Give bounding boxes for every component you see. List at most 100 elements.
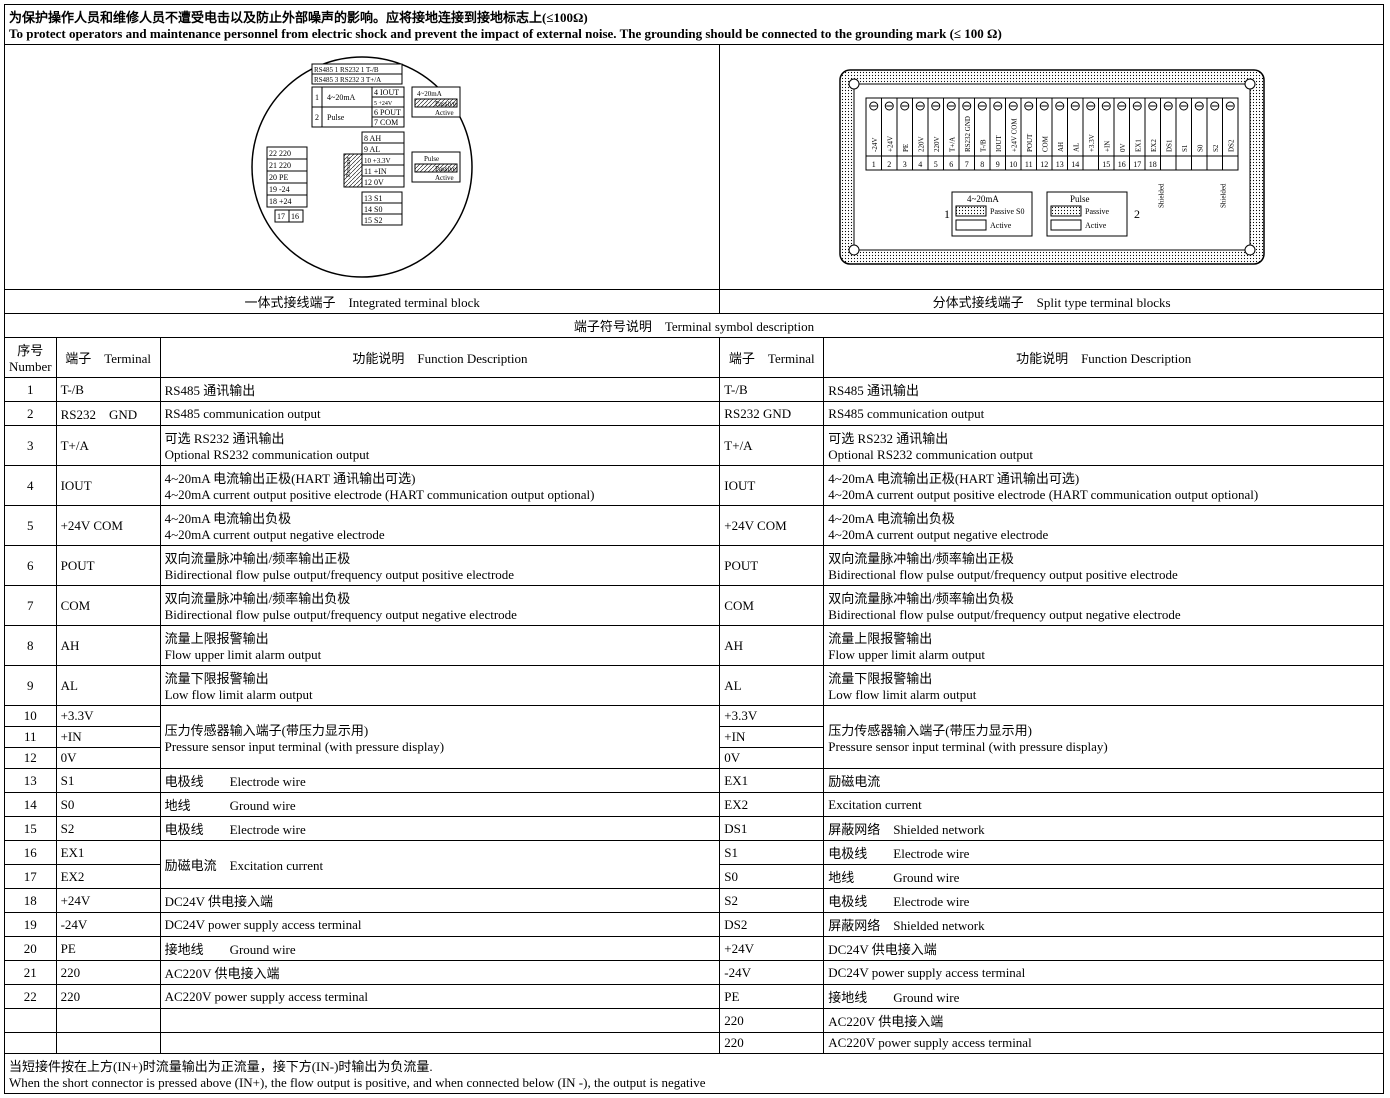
cell-term-r: 0V: [720, 748, 824, 769]
svg-text:21 220: 21 220: [269, 161, 291, 170]
cell-term-l: IOUT: [56, 466, 160, 506]
cell-term-r: T-/B: [720, 378, 824, 402]
cell-desc-l: [160, 1009, 720, 1033]
cell-term-l: 220: [56, 961, 160, 985]
svg-text:4~20mA: 4~20mA: [417, 90, 442, 98]
cell-term-l: EX1: [56, 841, 160, 865]
svg-text:2: 2: [315, 113, 319, 122]
cell-term-l: AL: [56, 666, 160, 706]
caption-right: 分体式接线端子 Split type terminal blocks: [720, 290, 1384, 314]
cell-term-l: 0V: [56, 748, 160, 769]
svg-text:7: 7: [964, 160, 968, 169]
svg-text:11: 11: [1025, 160, 1033, 169]
cell-desc-r: 双向流量脉冲输出/频率输出正极Bidirectional flow pulse …: [824, 546, 1384, 586]
svg-text:220V: 220V: [917, 136, 925, 152]
cell-term-r: +IN: [720, 727, 824, 748]
cell-term-l: +24V COM: [56, 506, 160, 546]
table-row: 10+3.3V压力传感器输入端子(带压力显示用)Pressure sensor …: [5, 706, 1384, 727]
svg-text:COM: COM: [1041, 135, 1049, 152]
svg-text:17: 17: [277, 212, 285, 221]
cell-num: 14: [5, 793, 57, 817]
cell-desc-l: 地线 Ground wire: [160, 793, 720, 817]
diagram-right-cell: -24V1+24V2PE3220V4220V5T+/A6RS232 GND7T-…: [720, 45, 1384, 290]
svg-text:14 S0: 14 S0: [364, 205, 382, 214]
table-row: 4IOUT 4~20mA 电流输出正极(HART 通讯输出可选)4~20mA cu…: [5, 466, 1384, 506]
cell-num: 12: [5, 748, 57, 769]
cell-desc-l: 可选 RS232 通讯输出Optional RS232 communicatio…: [160, 426, 720, 466]
cell-num: 4: [5, 466, 57, 506]
svg-text:4~20mA: 4~20mA: [327, 93, 356, 102]
cell-desc-l: 压力传感器输入端子(带压力显示用)Pressure sensor input t…: [160, 706, 720, 769]
svg-text:2: 2: [887, 160, 891, 169]
svg-text:+24V: +24V: [886, 136, 894, 152]
cell-num: 5: [5, 506, 57, 546]
table-header-row: 序号 Number 端子 Terminal 功能说明 Function Desc…: [5, 338, 1384, 378]
table-row: 18+24VDC24V 供电接入端S2电极线 Electrode wire: [5, 889, 1384, 913]
svg-text:DS1: DS1: [1165, 139, 1173, 152]
svg-text:17: 17: [1133, 160, 1141, 169]
svg-text:20 PE: 20 PE: [269, 173, 288, 182]
svg-text:10 +3.3V: 10 +3.3V: [364, 157, 391, 165]
caption-left: 一体式接线端子 Integrated terminal block: [5, 290, 720, 314]
table-row: 2RS232 GNDRS485 communication outputRS23…: [5, 402, 1384, 426]
svg-text:9 AL: 9 AL: [364, 145, 380, 154]
cell-term-l: 220: [56, 985, 160, 1009]
svg-text:4: 4: [918, 160, 922, 169]
svg-text:13: 13: [1055, 160, 1063, 169]
cell-term-r: +3.3V: [720, 706, 824, 727]
svg-text:Shielded: Shielded: [1219, 183, 1227, 208]
cell-term-r: S1: [720, 841, 824, 865]
cell-num: 8: [5, 626, 57, 666]
svg-text:PE: PE: [901, 144, 909, 152]
cell-desc-r: Excitation current: [824, 793, 1384, 817]
svg-text:Shielded: Shielded: [1157, 183, 1165, 208]
table-row: 220AC220V power supply access terminal: [5, 1033, 1384, 1054]
cell-term-r: S2: [720, 889, 824, 913]
section-title: 端子符号说明 Terminal symbol description: [5, 314, 1384, 338]
cell-num: 1: [5, 378, 57, 402]
cell-desc-l: 接地线 Ground wire: [160, 937, 720, 961]
cell-term-r: AL: [720, 666, 824, 706]
cell-num: [5, 1033, 57, 1054]
cell-term-l: S0: [56, 793, 160, 817]
cell-num: 21: [5, 961, 57, 985]
cell-desc-r: 屏蔽网络 Shielded network: [824, 913, 1384, 937]
table-row: 14S0地线 Ground wireEX2Excitation current: [5, 793, 1384, 817]
svg-text:+24V COM: +24V COM: [1010, 118, 1018, 152]
cell-num: 17: [5, 865, 57, 889]
cell-desc-r: 4~20mA 电流输出正极(HART 通讯输出可选)4~20mA current…: [824, 466, 1384, 506]
cell-term-r: 220: [720, 1009, 824, 1033]
cell-num: 20: [5, 937, 57, 961]
cell-num: 2: [5, 402, 57, 426]
svg-text:5 +24V: 5 +24V: [374, 101, 393, 107]
cell-term-r: T+/A: [720, 426, 824, 466]
svg-text:S1: S1: [1180, 144, 1188, 152]
cell-desc-l: AC220V power supply access terminal: [160, 985, 720, 1009]
svg-text:4~20mA: 4~20mA: [967, 194, 999, 204]
cell-term-l: [56, 1009, 160, 1033]
svg-text:AL: AL: [1072, 143, 1080, 152]
table-row: 20PE接地线 Ground wire+24VDC24V 供电接入端: [5, 937, 1384, 961]
svg-text:EX2: EX2: [1149, 139, 1157, 152]
svg-text:EX1: EX1: [1134, 139, 1142, 152]
svg-text:Passive S0: Passive S0: [990, 207, 1024, 216]
cell-term-l: +24V: [56, 889, 160, 913]
cell-desc-r: 压力传感器输入端子(带压力显示用)Pressure sensor input t…: [824, 706, 1384, 769]
cell-term-l: RS232 GND: [56, 402, 160, 426]
svg-text:Pressure: Pressure: [346, 156, 352, 177]
cell-term-l: EX2: [56, 865, 160, 889]
svg-text:18 +24: 18 +24: [269, 197, 292, 206]
table-row: 22220AC220V power supply access terminal…: [5, 985, 1384, 1009]
cell-term-r: 220: [720, 1033, 824, 1054]
cell-desc-l: AC220V 供电接入端: [160, 961, 720, 985]
svg-text:+IN: +IN: [1103, 141, 1111, 152]
cell-desc-r: DC24V power supply access terminal: [824, 961, 1384, 985]
svg-text:1: 1: [315, 93, 319, 102]
cell-num: 13: [5, 769, 57, 793]
cell-desc-r: DC24V 供电接入端: [824, 937, 1384, 961]
table-row: 21220AC220V 供电接入端-24VDC24V power supply …: [5, 961, 1384, 985]
cell-term-l: S1: [56, 769, 160, 793]
svg-text:10: 10: [1009, 160, 1017, 169]
cell-term-r: PE: [720, 985, 824, 1009]
cell-term-l: -24V: [56, 913, 160, 937]
